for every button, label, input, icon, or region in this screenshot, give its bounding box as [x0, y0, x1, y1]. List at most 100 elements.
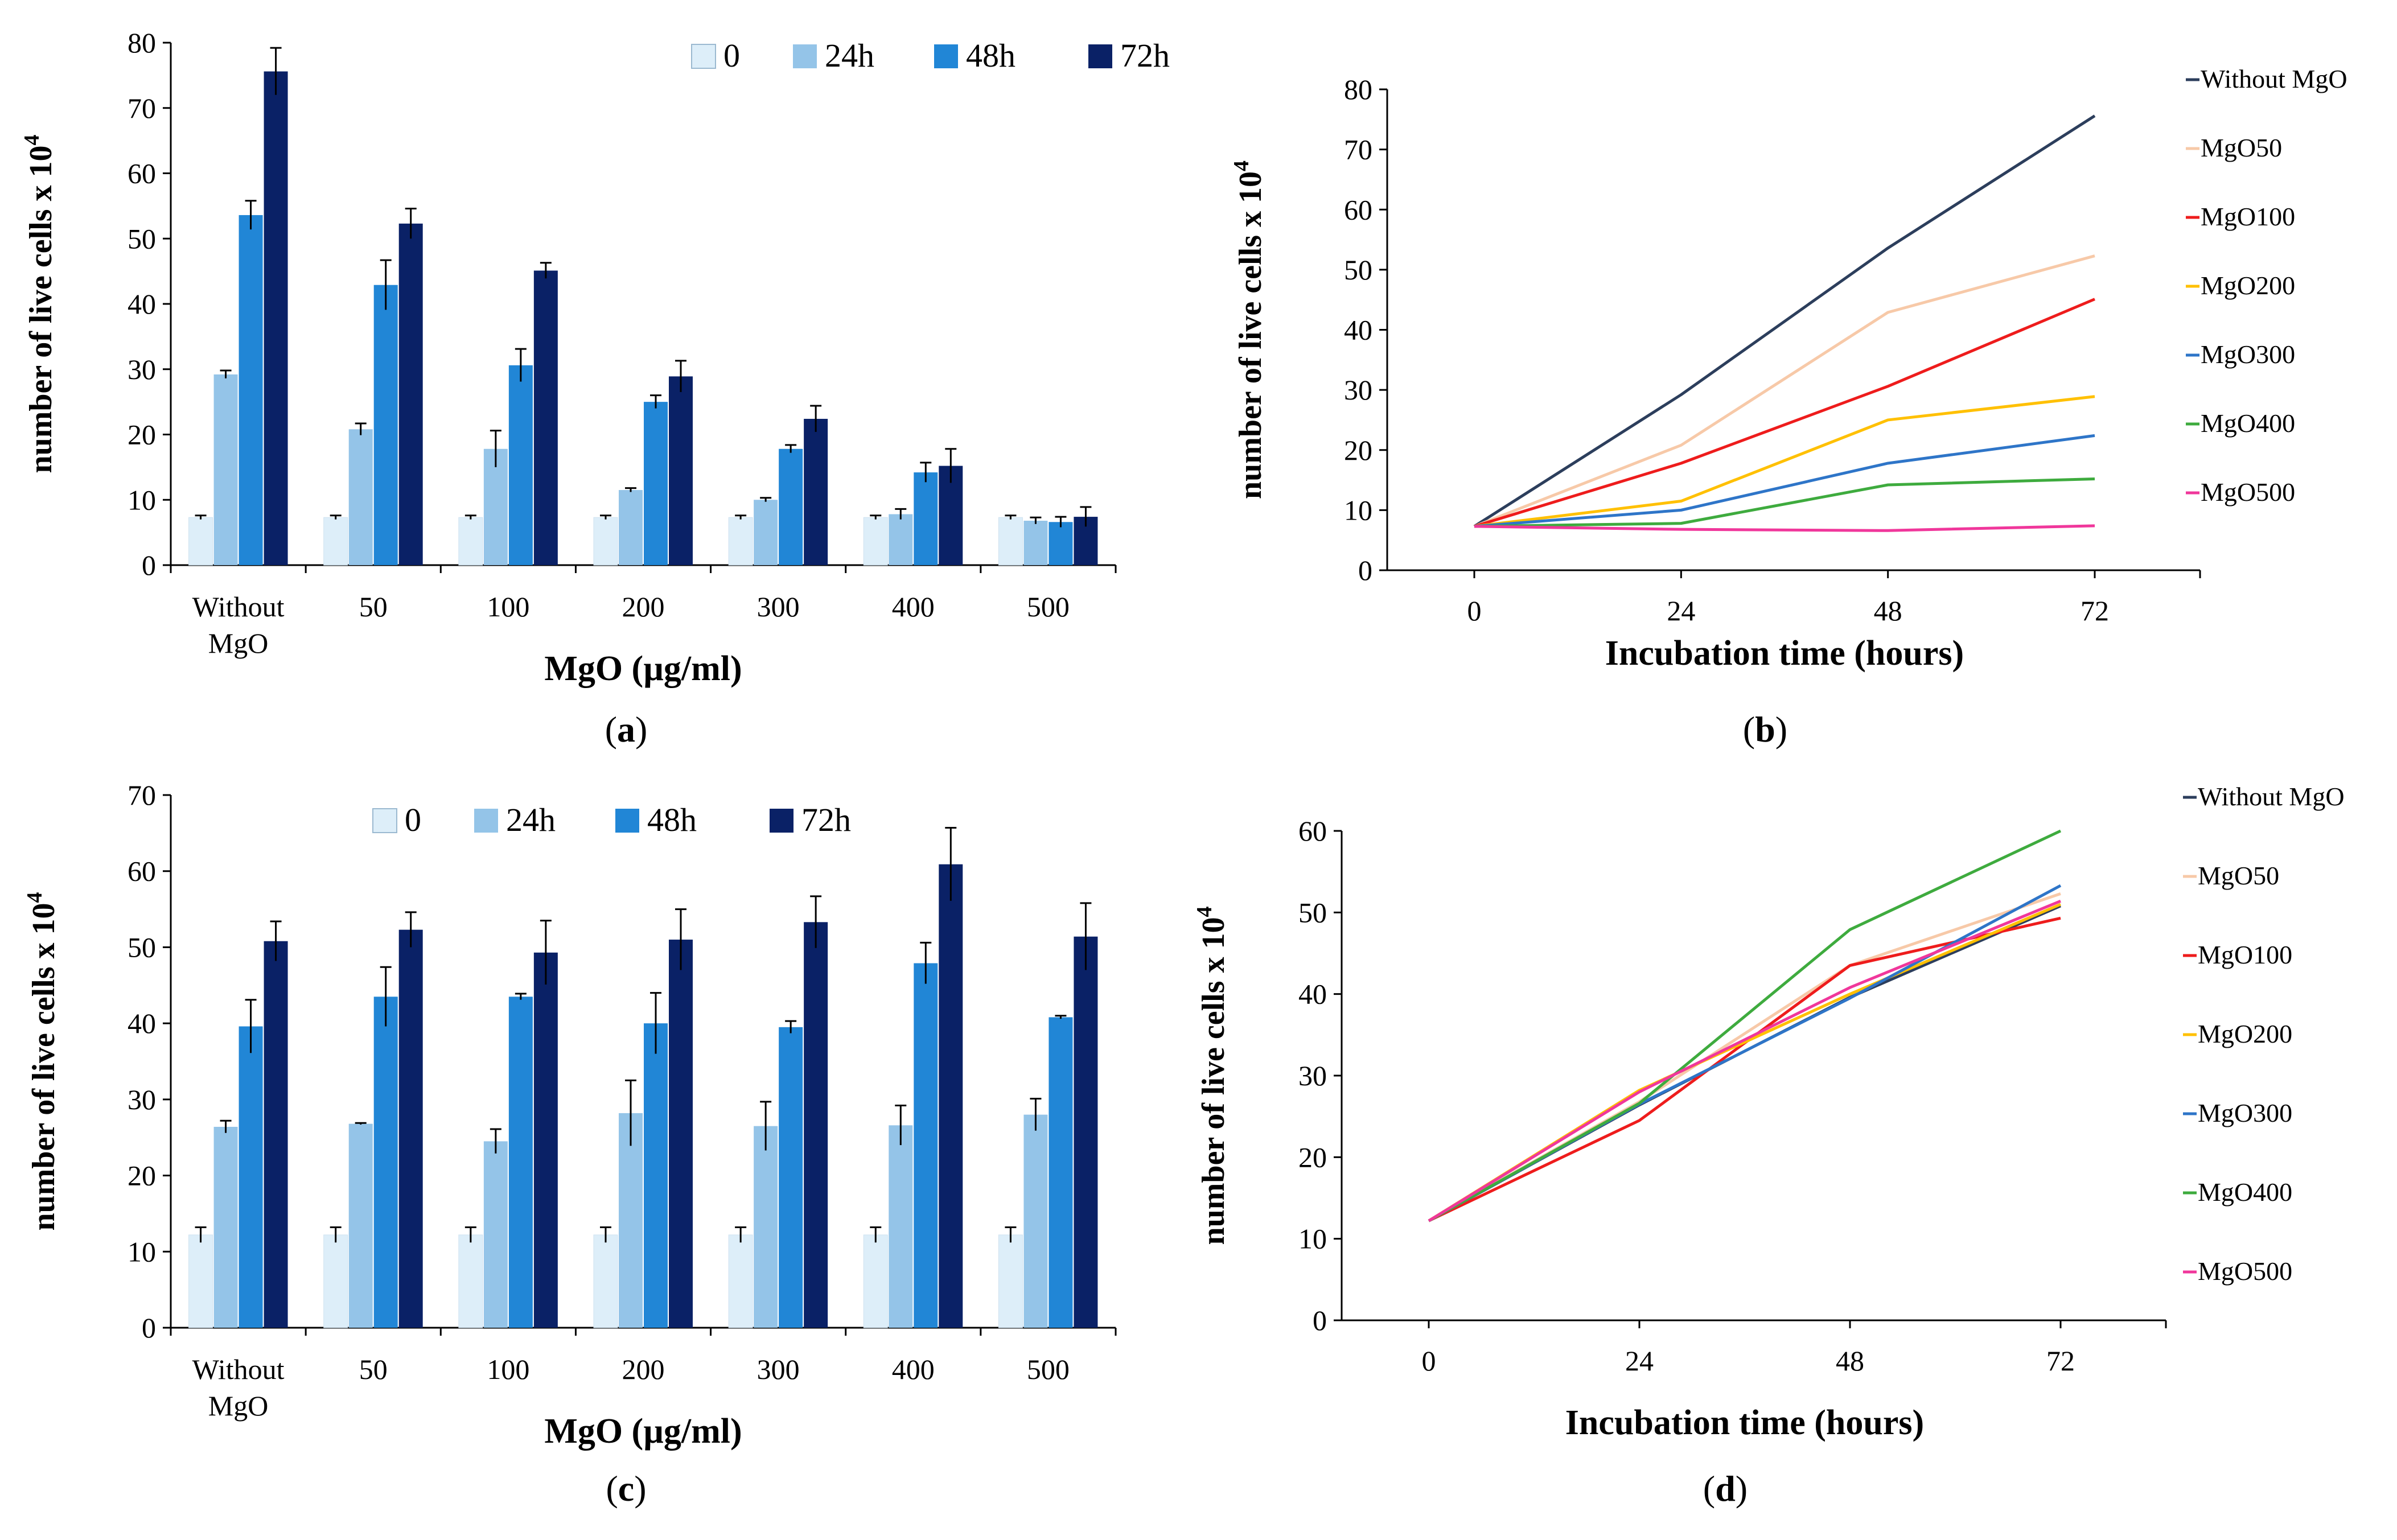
y-tick-label: 40 [1298, 978, 1327, 1010]
y-tick-label: 70 [1344, 134, 1372, 166]
series-line [1474, 254, 2095, 528]
y-tick-label: 40 [1344, 314, 1372, 346]
bar [619, 1113, 643, 1328]
x-tick-label: 100 [487, 591, 529, 623]
bar [508, 997, 533, 1328]
bar [458, 1234, 483, 1328]
panel-label-letter: b [1755, 709, 1775, 750]
series-line [1474, 298, 2095, 528]
y-axis-label-exponent: 4 [23, 892, 47, 903]
bar [914, 472, 938, 565]
bar [804, 418, 828, 565]
y-tick-label: 10 [1344, 494, 1372, 526]
y-tick-label: 10 [128, 1236, 156, 1267]
x-tick-label: Without MgO [192, 591, 285, 659]
legend-label: 0 [405, 801, 421, 838]
x-tick-label: 24 [1667, 595, 1695, 627]
y-tick-label: 10 [1298, 1223, 1327, 1255]
bar [779, 448, 803, 565]
x-tick-label: 100 [487, 1353, 529, 1385]
panel-label-paren-open: ( [606, 1468, 618, 1509]
legend-swatch [934, 44, 958, 68]
bar [373, 285, 398, 565]
legend-label: MgO300 [2198, 1098, 2292, 1127]
x-tick-label: 400 [892, 1353, 935, 1385]
y-tick-label: 0 [142, 1312, 156, 1344]
series-line [1428, 829, 2062, 1222]
bar [483, 1141, 508, 1328]
bar [754, 500, 778, 565]
bar [323, 517, 348, 566]
x-axis-label: Incubation time (hours) [1565, 1403, 1924, 1442]
bar [593, 517, 618, 566]
y-axis-label: number of live cells x 104 [1230, 160, 1268, 499]
panel-label-letter: d [1715, 1468, 1736, 1509]
bar [188, 517, 213, 566]
y-tick-label: 40 [128, 1007, 156, 1039]
panel-label-paren-open: ( [1743, 709, 1755, 750]
y-tick-label: 20 [128, 419, 156, 451]
series-line [1474, 395, 2095, 528]
bar [669, 376, 693, 565]
bar [348, 1123, 373, 1328]
y-tick-label: 40 [128, 288, 156, 320]
legend-swatch [793, 44, 817, 68]
x-tick-label: 24 [1625, 1345, 1654, 1377]
x-tick-label-line: 200 [622, 591, 665, 623]
y-tick-label: 80 [1344, 73, 1372, 105]
y-tick-label: 30 [128, 353, 156, 385]
y-axis-label: number of live cells x 104 [20, 134, 59, 473]
bar [239, 215, 263, 565]
bar [323, 1234, 348, 1328]
y-tick-label: 20 [1298, 1141, 1327, 1173]
x-tick-label: 72 [2081, 595, 2109, 627]
legend-label: MgO300 [2201, 340, 2295, 369]
x-tick-label: 0 [1422, 1345, 1436, 1377]
bar [264, 71, 288, 566]
series-line [1474, 434, 2095, 528]
x-tick-label-line: MgO [208, 1390, 269, 1422]
legend-label: 24h [825, 37, 874, 74]
x-tick-label: 500 [1027, 591, 1070, 623]
legend-label: MgO200 [2198, 1019, 2292, 1048]
series-line [1428, 903, 2061, 1222]
series-line [1474, 477, 2095, 528]
y-tick-label: 10 [128, 484, 156, 516]
bar [644, 402, 668, 565]
bar [939, 864, 963, 1328]
legend-label: Without MgO [2201, 64, 2347, 93]
y-tick-label: 50 [128, 931, 156, 963]
bar [644, 1023, 668, 1328]
y-tick-label: 70 [128, 779, 156, 811]
bar [458, 517, 483, 566]
x-tick-label-line: 300 [757, 1353, 800, 1385]
bar [804, 922, 828, 1328]
legend-label: 0 [723, 37, 740, 74]
bar [1074, 936, 1098, 1328]
bar [213, 374, 238, 565]
x-tick-label-line: 500 [1027, 591, 1070, 623]
panel-label-paren-open: ( [1703, 1468, 1715, 1509]
y-tick-label: 60 [128, 855, 156, 887]
y-axis-label: number of live cells x 104 [23, 892, 61, 1230]
x-tick-label-line: 400 [892, 591, 935, 623]
y-tick-label: 30 [1344, 374, 1372, 406]
bar [348, 429, 373, 565]
y-axis-label-exponent: 4 [1193, 906, 1216, 917]
panel-label-letter: c [618, 1468, 634, 1509]
bar [779, 1027, 803, 1328]
x-tick-label-line: 100 [487, 1353, 529, 1385]
bar [1023, 1114, 1048, 1328]
legend-label: MgO400 [2198, 1177, 2292, 1207]
legend-label: 48h [966, 37, 1015, 74]
x-tick-label-line: 50 [359, 591, 388, 623]
y-tick-label: 0 [1358, 554, 1372, 586]
bar [264, 941, 288, 1328]
panel-label: (d) [1703, 1468, 1748, 1509]
x-tick-label: 200 [622, 1353, 665, 1385]
x-tick-label-line: 300 [757, 591, 800, 623]
panel-label-paren-close: ) [1775, 709, 1787, 750]
y-tick-label: 0 [1313, 1304, 1327, 1336]
bar [889, 514, 913, 565]
bar [863, 517, 888, 566]
